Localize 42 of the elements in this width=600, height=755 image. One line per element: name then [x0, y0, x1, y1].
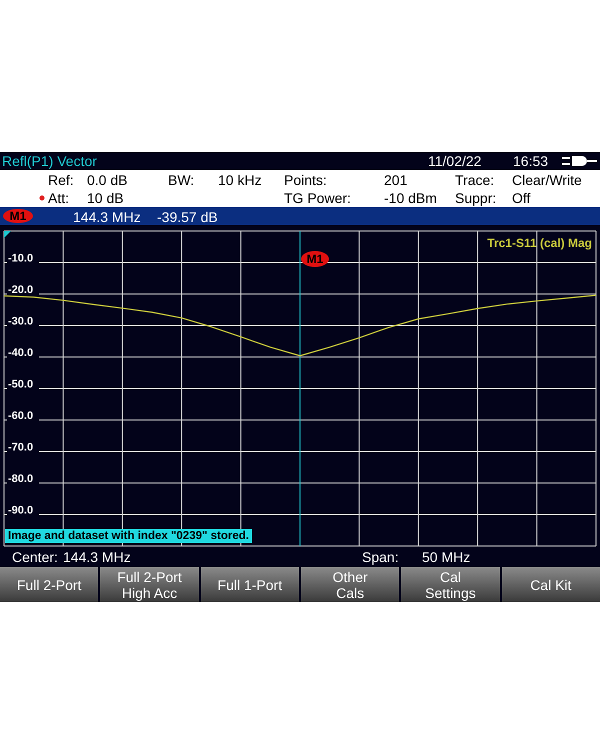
- y-tick-label: -10.0: [8, 252, 34, 264]
- annotation: M1: [306, 252, 324, 266]
- text: Full 2-Port: [0, 567, 98, 602]
- text: 10 dB: [87, 189, 124, 207]
- text: 201: [384, 171, 408, 189]
- text: Full 1-Port: [200, 567, 299, 602]
- y-tick-label: -20.0: [8, 284, 34, 296]
- y-tick-label: -60.0: [8, 410, 34, 422]
- text: Trc1-S11 (cal) Mag: [487, 236, 592, 250]
- text: Clear/Write: [512, 171, 582, 189]
- text: Off: [512, 189, 530, 207]
- text: TG Power:: [284, 189, 351, 207]
- text: 10 kHz: [218, 171, 262, 189]
- y-tick-label: -80.0: [8, 473, 34, 485]
- text: M1: [3, 209, 33, 223]
- text: Center:: [12, 548, 58, 566]
- text: BW:: [168, 171, 194, 189]
- text: Points:: [284, 171, 327, 189]
- text: 11/02/22: [428, 152, 482, 170]
- text: 144.3 MHz: [63, 548, 131, 566]
- y-tick-label: -90.0: [8, 504, 34, 516]
- text: -10 dBm: [384, 189, 437, 207]
- text: 0.0 dB: [87, 171, 128, 189]
- text: Trace:: [455, 171, 494, 189]
- y-tick-label: -40.0: [8, 347, 34, 359]
- text: Span:: [362, 548, 399, 566]
- y-tick-label: -50.0: [8, 378, 34, 390]
- y-tick-label: -30.0: [8, 316, 34, 328]
- y-tick-label: -70.0: [8, 442, 34, 454]
- text: Att:: [48, 189, 70, 207]
- text: Other Cals: [300, 567, 400, 602]
- text: Suppr:: [455, 189, 496, 207]
- text: Cal Kit: [502, 567, 600, 602]
- text: 50 MHz: [422, 548, 470, 566]
- text: 144.3 MHz: [73, 208, 141, 226]
- text: -39.57 dB: [157, 208, 218, 226]
- text: 16:53: [513, 152, 548, 170]
- text: Cal Settings: [401, 567, 500, 602]
- annotation: Image and dataset with index "0239" stored.: [5, 529, 252, 543]
- text: Ref:: [48, 171, 74, 189]
- text: Full 2-Port High Acc: [100, 567, 199, 602]
- chart-title: Refl(P1) Vector: [2, 152, 97, 170]
